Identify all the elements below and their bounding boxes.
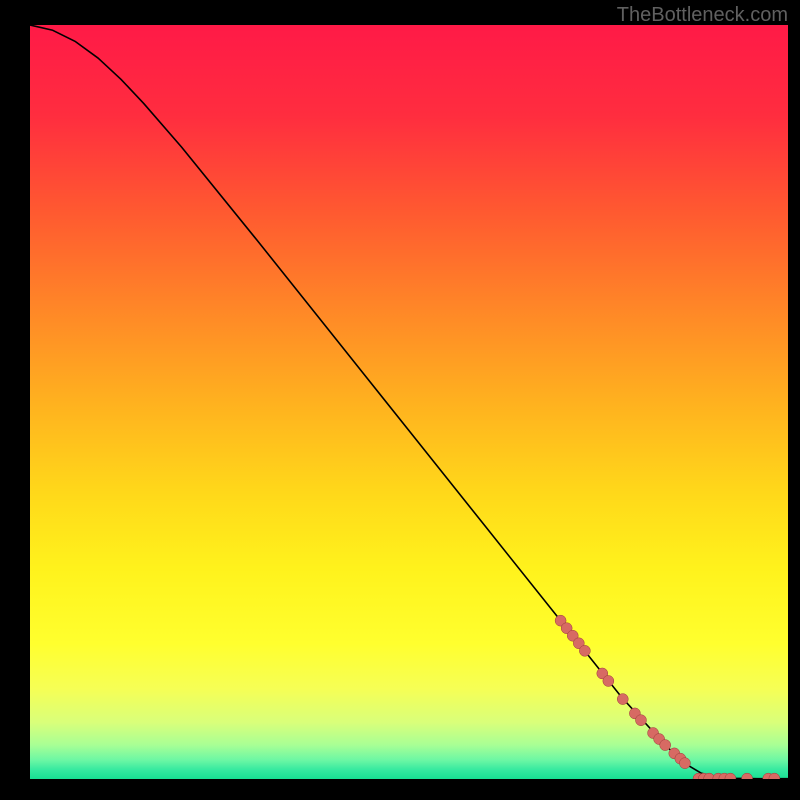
data-marker [617, 694, 628, 705]
data-marker [660, 740, 671, 751]
stage: TheBottleneck.com [0, 0, 800, 800]
data-marker [603, 675, 614, 686]
data-marker [742, 773, 753, 779]
data-marker [679, 758, 690, 769]
marker-group [555, 615, 780, 779]
main-curve [30, 25, 788, 779]
data-marker [579, 645, 590, 656]
data-marker [635, 715, 646, 726]
plot-area [30, 25, 788, 779]
watermark-text: TheBottleneck.com [617, 4, 788, 27]
curve-layer [30, 25, 788, 779]
